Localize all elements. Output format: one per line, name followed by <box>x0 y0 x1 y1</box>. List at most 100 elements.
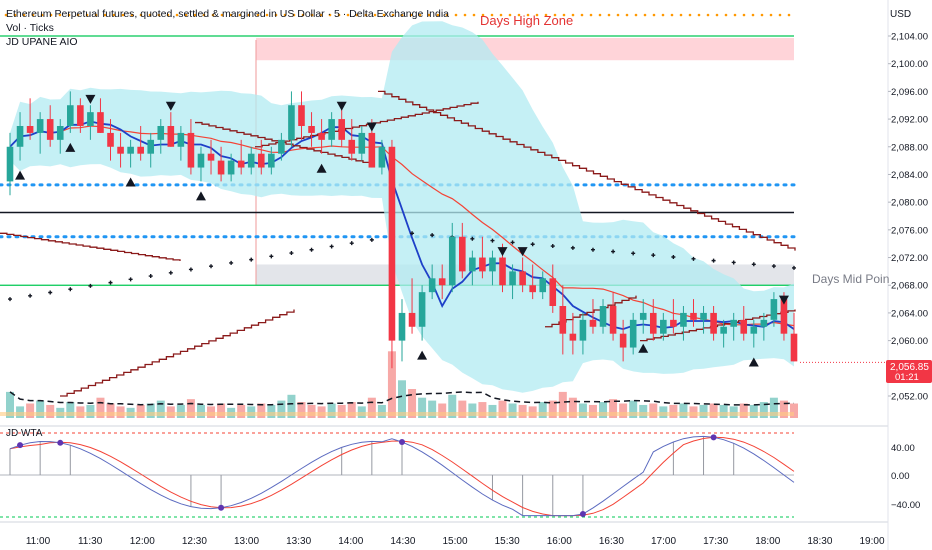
time-axis-tick-label: 13:00 <box>234 536 259 547</box>
volume-indicator-label[interactable]: Vol · Ticks <box>6 22 54 34</box>
volume-bar <box>578 403 587 418</box>
volume-bar <box>136 404 145 418</box>
top-dot <box>751 13 755 17</box>
time-axis-tick-label: 11:30 <box>78 536 103 547</box>
top-dot <box>373 13 377 17</box>
top-dot <box>94 13 98 17</box>
time-axis-tick-label: 17:00 <box>651 536 676 547</box>
volume-bar <box>599 402 608 418</box>
trail-point <box>611 249 616 254</box>
top-dot <box>688 13 692 17</box>
candle-body <box>639 312 647 320</box>
candle-body <box>348 139 356 154</box>
bar-countdown: 01:21 <box>895 372 919 383</box>
sell-signal-triangle <box>366 122 377 132</box>
top-dot <box>427 13 431 17</box>
candle-body <box>328 119 335 140</box>
candle-body <box>730 319 737 327</box>
trail-point <box>309 247 314 252</box>
volume-bar <box>156 400 165 418</box>
top-dot <box>769 13 773 17</box>
buy-signal-triangle <box>638 343 649 353</box>
top-dot <box>742 13 746 17</box>
volume-bar <box>699 404 708 418</box>
candle-body <box>549 278 557 306</box>
oscillator-label[interactable]: JD WTA <box>6 428 43 439</box>
volume-bar <box>619 403 628 418</box>
buy-signal-triangle <box>65 142 76 152</box>
time-axis-tick-label: 19:00 <box>859 536 884 547</box>
top-dot <box>643 13 647 17</box>
volume-bar <box>649 403 658 418</box>
osc-tick-0: 0.00 <box>891 471 910 482</box>
top-dot <box>139 13 143 17</box>
volume-bar <box>538 402 547 418</box>
candle-body <box>589 319 597 327</box>
buy-signal-triangle <box>417 350 428 360</box>
trail-point <box>510 240 515 245</box>
candle-body <box>760 319 768 327</box>
candle-body <box>107 132 114 147</box>
osc-cross-dot <box>17 442 24 449</box>
time-axis-tick-label: 16:00 <box>547 536 572 547</box>
candle-body <box>710 312 717 334</box>
days-high-zone-label: Days High Zone <box>480 13 573 28</box>
candle-body <box>408 312 416 327</box>
trail-point <box>550 244 555 249</box>
time-axis-tick-label: 13:30 <box>286 536 311 547</box>
volume-bar <box>6 391 14 418</box>
candle-body <box>177 132 185 147</box>
volume-bar <box>739 403 748 418</box>
aio-indicator-label[interactable]: JD UPANE AIO <box>6 36 78 48</box>
volume-bar <box>558 391 567 418</box>
candle-body <box>629 319 637 348</box>
volume-bar <box>186 399 195 418</box>
top-dot <box>400 13 404 17</box>
top-dot <box>382 13 386 17</box>
candle-body <box>599 306 607 327</box>
volume-bar <box>518 404 527 418</box>
currency-label[interactable]: USD <box>890 9 911 20</box>
osc-cross-dot <box>218 504 225 511</box>
buy-signal-triangle <box>748 357 759 367</box>
top-dot <box>130 13 134 17</box>
price-axis-tick-label: 2,088.00 <box>891 142 928 153</box>
volume-bar <box>86 404 95 418</box>
trail-point <box>490 238 495 243</box>
volume-bar <box>277 400 286 418</box>
volume-bar <box>237 404 246 418</box>
top-dot <box>706 13 710 17</box>
trail-point <box>68 287 73 292</box>
price-axis-tick-label: 2,060.00 <box>891 336 928 347</box>
candle-body <box>579 319 587 341</box>
volume-bar <box>347 402 356 418</box>
candle-body <box>127 146 134 154</box>
top-dot <box>337 13 341 17</box>
volume-bar <box>337 404 346 418</box>
trail-point <box>771 264 776 269</box>
volume-bar <box>568 397 577 418</box>
candle-body <box>489 257 496 272</box>
volume-bar <box>790 403 798 418</box>
volume-bar <box>709 403 718 418</box>
top-dot <box>157 13 161 17</box>
trail-point <box>410 231 415 236</box>
top-dot <box>616 13 620 17</box>
candle-body <box>660 319 667 334</box>
top-dot <box>4 13 8 17</box>
trail-point <box>48 290 53 295</box>
candle-body <box>479 257 486 272</box>
candle-body <box>56 126 64 140</box>
top-dot <box>544 13 548 17</box>
top-dot <box>733 13 737 17</box>
top-dot <box>553 13 557 17</box>
volume-bar <box>267 404 276 418</box>
top-dot <box>58 13 62 17</box>
volume-bar <box>46 404 55 418</box>
sell-signal-triangle <box>497 247 508 257</box>
top-dot <box>292 13 296 17</box>
candle-body <box>539 278 547 293</box>
time-axis-tick-label: 14:30 <box>390 536 415 547</box>
last-price-badge <box>886 360 932 383</box>
